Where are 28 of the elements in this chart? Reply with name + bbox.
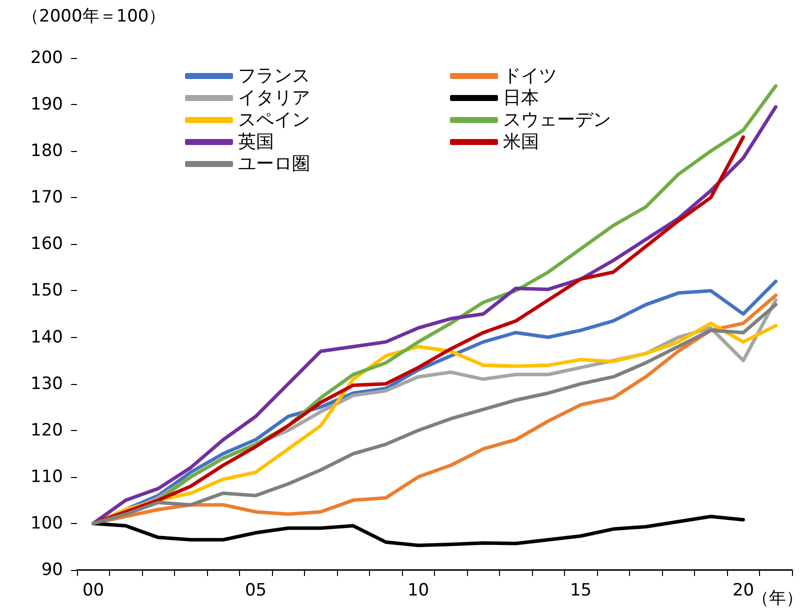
y-tick-label: 170 <box>30 188 63 208</box>
y-tick-label: 140 <box>30 327 63 348</box>
legend-label: 米国 <box>503 132 539 152</box>
legend-label: 日本 <box>503 88 539 108</box>
x-tick-label: 10 <box>407 580 430 600</box>
x-tick-label: 20 <box>732 580 754 600</box>
legend-label: イタリア <box>238 88 310 108</box>
y-axis-title: （2000年＝100） <box>22 6 166 26</box>
y-tick-label: 190 <box>30 94 63 115</box>
x-tick-label: 00 <box>82 580 104 600</box>
y-tick-label: 150 <box>30 280 63 301</box>
y-tick-label: 120 <box>30 420 63 440</box>
y-tick-label: 90 <box>41 560 63 580</box>
x-axis-title: （年） <box>752 588 803 608</box>
y-tick-label: 200 <box>30 48 63 68</box>
y-tick-label: 110 <box>30 466 63 487</box>
legend-label: スウェーデン <box>503 110 611 130</box>
legend-label: スペイン <box>238 110 310 130</box>
x-tick-label: 15 <box>570 580 592 600</box>
x-tick-label: 05 <box>244 580 267 600</box>
legend-label: 英国 <box>238 132 274 152</box>
y-tick-label: 100 <box>30 513 63 534</box>
legend-label: フランス <box>238 66 310 86</box>
y-tick-label: 160 <box>30 234 63 254</box>
y-tick-label: 180 <box>30 141 63 162</box>
y-tick-label: 130 <box>30 374 63 394</box>
legend-label: ユーロ圏 <box>238 154 310 174</box>
legend-label: ドイツ <box>503 66 557 86</box>
